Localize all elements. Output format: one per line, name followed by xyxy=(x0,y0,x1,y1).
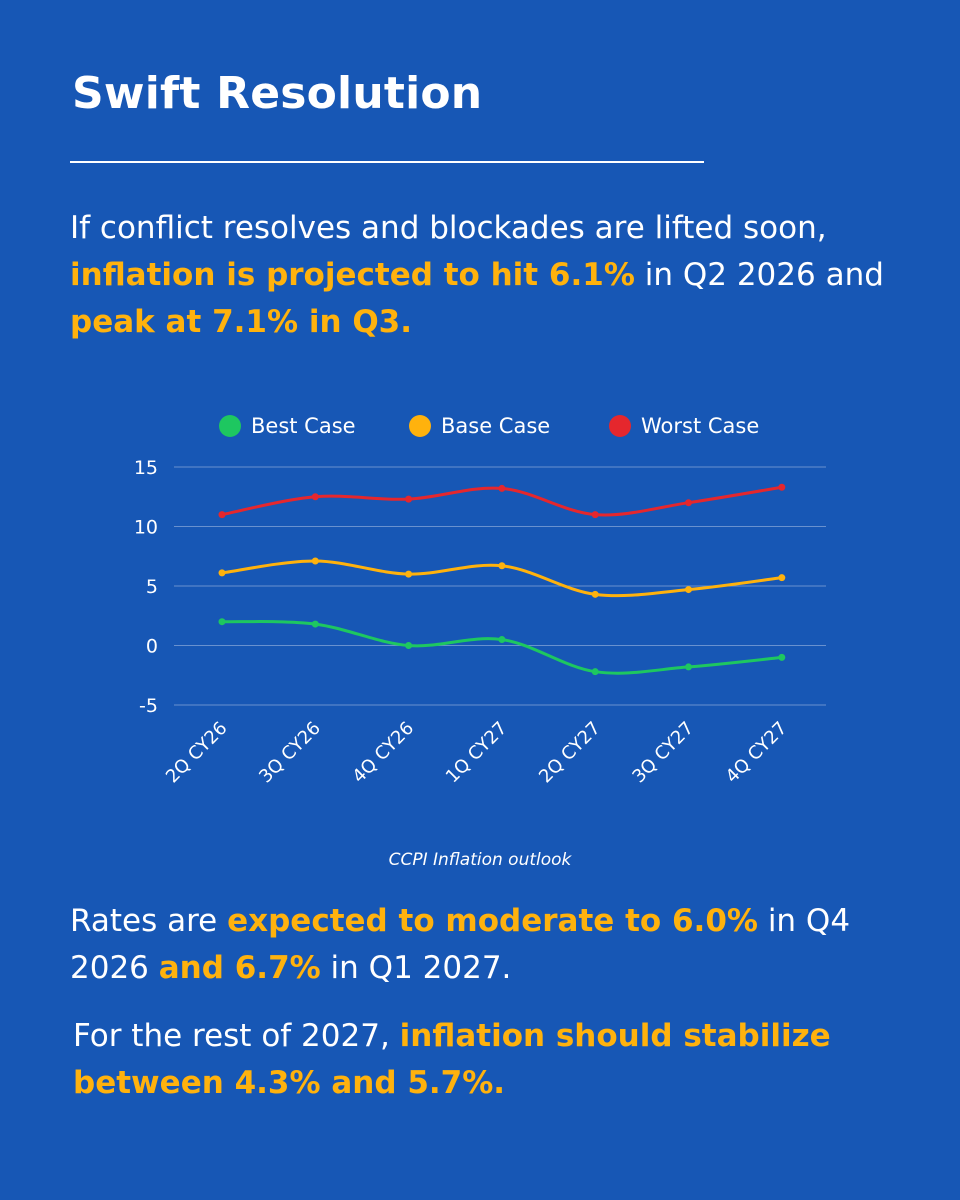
y-axis: 15 10 5 0 -5 xyxy=(134,457,158,717)
data-point-base-case xyxy=(405,570,413,578)
legend-marker-best-case xyxy=(219,415,241,437)
series-line-best-case xyxy=(221,620,782,675)
chart-grid xyxy=(174,466,826,706)
x-axis: 2Q CY26 3Q CY26 4Q CY26 1Q CY27 2Q CY27 3Q CY… xyxy=(162,718,791,788)
x-tick-label: 2Q CY26 xyxy=(162,718,232,788)
chart-series xyxy=(218,483,786,676)
moderate-text-3: in Q1 2027. xyxy=(320,950,512,986)
data-point-base-case xyxy=(311,557,319,565)
moderate-paragraph: Rates are expected to moderate to 6.0% i… xyxy=(70,898,910,992)
intro-text-2: in Q2 2026 and xyxy=(634,257,884,293)
data-point-best-case xyxy=(405,642,413,649)
x-tick-label: 4Q CY26 xyxy=(348,718,418,788)
chart-legend: Best Case Base Case Worst Case xyxy=(219,414,759,438)
data-point-best-case xyxy=(778,653,786,661)
data-point-worst-case xyxy=(685,499,692,507)
rest-paragraph: For the rest of 2027, inflation should s… xyxy=(73,1013,913,1107)
x-tick-label: 4Q CY27 xyxy=(722,718,792,788)
data-point-worst-case xyxy=(311,493,319,501)
data-point-best-case xyxy=(498,636,506,644)
data-point-worst-case xyxy=(218,511,226,519)
data-point-worst-case xyxy=(498,484,506,492)
intro-text-1: If conflict resolves and blockades are l… xyxy=(70,210,827,246)
x-tick-label: 3Q CY27 xyxy=(628,718,698,788)
y-tick-label: 0 xyxy=(146,636,158,658)
x-tick-label: 1Q CY27 xyxy=(442,718,512,788)
chart-caption: CCPI Inflation outlook xyxy=(388,850,572,870)
data-point-best-case xyxy=(685,663,692,671)
legend-marker-base-case xyxy=(409,415,431,437)
data-point-base-case xyxy=(591,590,599,598)
title-divider xyxy=(70,161,704,163)
data-point-worst-case xyxy=(778,483,786,491)
data-point-best-case xyxy=(218,618,226,626)
y-tick-label: 10 xyxy=(134,517,158,539)
page-title: Swift Resolution xyxy=(72,68,483,119)
intro-highlight-1: inflation is projected to hit 6.1% xyxy=(70,257,635,293)
intro-paragraph: If conflict resolves and blockades are l… xyxy=(70,205,910,346)
moderate-highlight-2: and 6.7% xyxy=(158,950,321,986)
data-point-worst-case xyxy=(591,511,599,519)
legend-label-best-case: Best Case xyxy=(251,414,356,438)
intro-highlight-2: peak at 7.1% in Q3. xyxy=(70,304,413,340)
rest-text-1: For the rest of 2027, xyxy=(73,1018,400,1054)
rest-highlight-1: inflation should stabilize between 4.3% … xyxy=(73,1018,831,1101)
y-tick-label: 5 xyxy=(146,576,158,598)
moderate-highlight-1: expected to moderate to 6.0% xyxy=(227,903,758,939)
data-point-worst-case xyxy=(405,495,413,503)
inflation-chart: Best Case Base Case Worst Case 15 10 5 0 -5 2Q… xyxy=(134,414,826,788)
data-point-base-case xyxy=(778,574,786,582)
data-point-best-case xyxy=(311,620,319,628)
moderate-text-2: in Q4 2026 xyxy=(70,903,851,986)
x-tick-label: 3Q CY26 xyxy=(255,718,325,788)
legend-label-worst-case: Worst Case xyxy=(641,414,759,438)
legend-marker-worst-case xyxy=(609,415,631,437)
y-tick-label: 15 xyxy=(134,457,158,479)
moderate-text-1: Rates are xyxy=(70,903,228,939)
y-tick-label: -5 xyxy=(139,695,158,717)
data-point-base-case xyxy=(685,586,692,594)
data-point-best-case xyxy=(591,668,599,676)
data-point-base-case xyxy=(218,569,226,577)
data-point-base-case xyxy=(498,562,506,570)
legend-label-base-case: Base Case xyxy=(441,414,550,438)
x-tick-label: 2Q CY27 xyxy=(535,718,605,788)
